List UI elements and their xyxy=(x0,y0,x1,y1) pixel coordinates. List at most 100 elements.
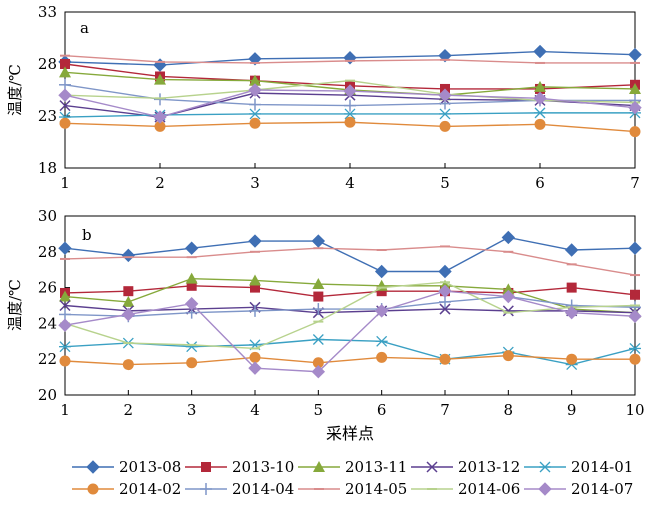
x-tick-label: 2 xyxy=(155,174,165,192)
legend-marker xyxy=(87,483,99,495)
data-point xyxy=(248,234,262,248)
data-point xyxy=(122,359,134,371)
data-point xyxy=(59,355,71,367)
data-point xyxy=(248,52,262,66)
legend-label: 2013-10 xyxy=(232,458,294,476)
series-2014-07 xyxy=(58,83,642,124)
data-point xyxy=(376,351,388,363)
data-point xyxy=(59,66,71,78)
data-point xyxy=(502,305,514,317)
data-point xyxy=(438,264,452,279)
data-point xyxy=(249,351,261,363)
data-point xyxy=(154,73,166,85)
data-point xyxy=(59,290,71,302)
data-point xyxy=(534,118,546,130)
data-point xyxy=(439,303,451,315)
data-point xyxy=(376,286,387,297)
legend-label: 2013-12 xyxy=(458,458,520,476)
y-tick-label: 30 xyxy=(38,207,57,225)
data-point xyxy=(249,74,261,86)
data-point xyxy=(438,48,452,63)
legend-item: 2013-11 xyxy=(298,458,407,476)
data-point xyxy=(154,120,166,132)
data-point xyxy=(501,289,516,304)
x-tick-label: 9 xyxy=(567,401,577,419)
data-point xyxy=(249,304,261,317)
data-point xyxy=(564,305,579,320)
series-2014-05 xyxy=(60,54,640,64)
data-point xyxy=(311,365,326,379)
data-point xyxy=(374,304,389,318)
series-2013-08 xyxy=(58,44,642,72)
legend-item: 2013-08 xyxy=(72,458,181,476)
data-point xyxy=(59,308,71,321)
data-point xyxy=(312,278,325,290)
data-point xyxy=(184,297,199,311)
data-point xyxy=(249,98,261,111)
data-point xyxy=(311,234,326,248)
legend-marker xyxy=(426,461,438,473)
legend-label: 2014-04 xyxy=(232,480,294,498)
data-point xyxy=(312,334,325,345)
data-point xyxy=(344,116,356,128)
y-tick-label: 22 xyxy=(38,350,57,368)
legend-marker xyxy=(538,482,552,496)
data-point xyxy=(629,343,641,354)
data-point xyxy=(58,88,72,102)
data-point xyxy=(59,341,71,353)
data-point xyxy=(629,353,641,365)
data-point xyxy=(122,295,135,307)
legend-marker xyxy=(86,460,100,474)
series-line xyxy=(64,245,636,276)
data-point xyxy=(374,264,389,279)
data-point xyxy=(60,59,70,69)
y-tick-label: 18 xyxy=(38,159,57,177)
legend-item: 2014-04 xyxy=(185,480,294,498)
x-axis-label: 采样点 xyxy=(326,424,374,443)
data-point xyxy=(312,357,324,369)
series-line xyxy=(64,281,636,350)
series-2014-02 xyxy=(59,116,641,138)
data-point xyxy=(186,280,197,291)
series-2014-02 xyxy=(59,350,641,371)
y-axis-label: 温度/℃ xyxy=(6,64,24,116)
x-tick-label: 3 xyxy=(250,174,260,192)
data-point xyxy=(629,126,641,138)
legend-label: 2013-08 xyxy=(119,458,181,476)
data-point xyxy=(566,353,578,365)
plot-frame xyxy=(64,215,636,396)
data-point xyxy=(343,84,357,98)
x-tick-label: 1 xyxy=(60,401,70,419)
data-point xyxy=(566,282,577,293)
legend-label: 2014-05 xyxy=(345,480,407,498)
legend-marker xyxy=(201,462,211,472)
data-point xyxy=(344,108,356,120)
data-point xyxy=(438,284,452,298)
data-point xyxy=(534,80,546,92)
legend-item: 2013-10 xyxy=(185,458,294,476)
data-point xyxy=(59,117,71,129)
series-2014-05 xyxy=(60,245,640,277)
data-point xyxy=(628,100,642,115)
data-point xyxy=(630,289,640,300)
data-point xyxy=(439,120,451,132)
data-point xyxy=(375,335,388,347)
data-point xyxy=(249,274,261,286)
data-point xyxy=(249,108,261,120)
legend-item: 2014-06 xyxy=(411,480,520,498)
data-point xyxy=(248,361,262,375)
data-point xyxy=(248,83,262,97)
x-tick-label: 4 xyxy=(345,174,355,192)
legend-item: 2014-07 xyxy=(524,480,633,498)
series-line xyxy=(64,304,636,314)
data-point xyxy=(313,291,324,302)
y-tick-label: 23 xyxy=(38,107,57,125)
data-point xyxy=(344,99,356,112)
x-tick-label: 8 xyxy=(504,401,514,419)
data-point xyxy=(154,93,166,106)
legend-label: 2013-11 xyxy=(345,458,407,476)
data-point xyxy=(59,100,71,112)
series-2014-06 xyxy=(60,281,640,350)
y-tick-label: 24 xyxy=(38,314,57,332)
